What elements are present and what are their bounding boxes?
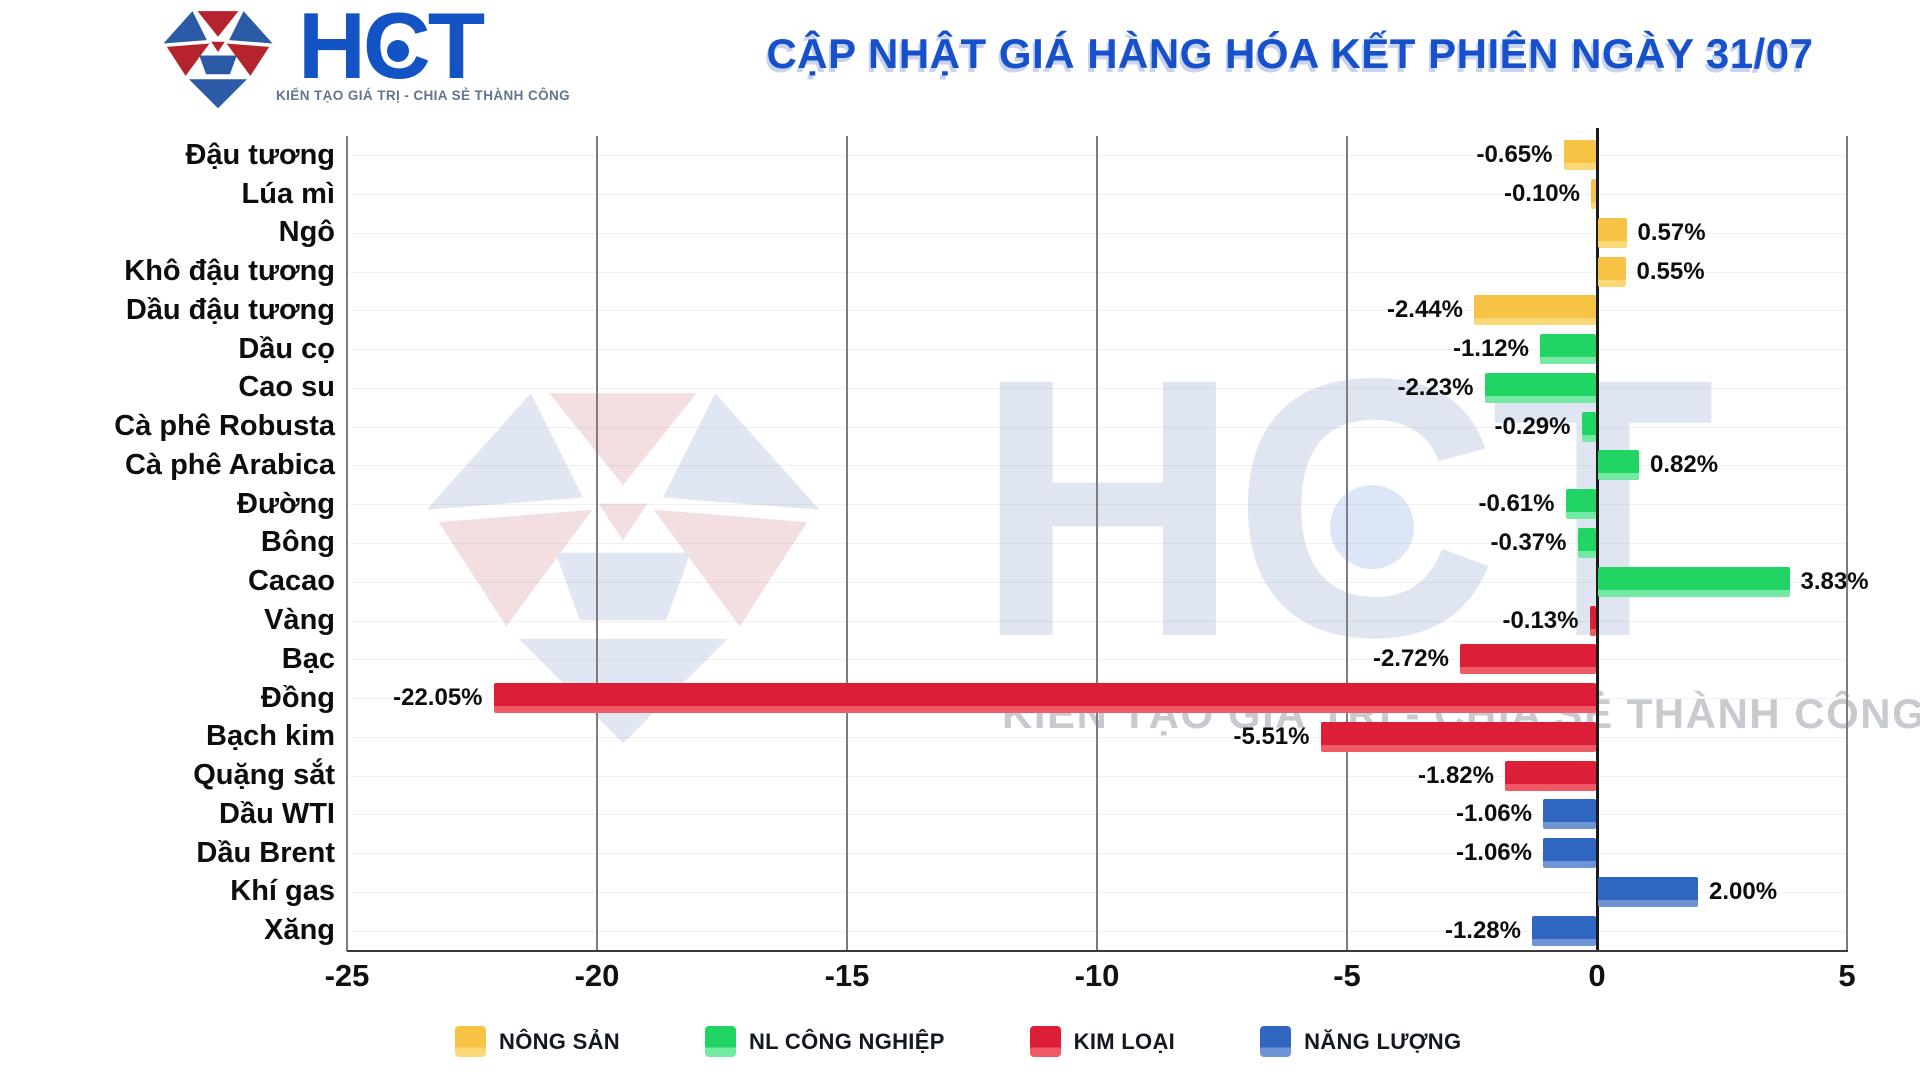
- category-label: Bạc: [281, 643, 335, 675]
- value-label: -1.12%: [1452, 335, 1529, 362]
- value-label: -0.13%: [1502, 607, 1579, 634]
- value-label: -2.72%: [1372, 645, 1449, 672]
- gridline--5: [1346, 136, 1348, 951]
- value-label: 0.57%: [1637, 219, 1706, 246]
- gridline-5: [1846, 136, 1848, 951]
- bar-nong_san: [1591, 179, 1596, 209]
- legend-swatch-kim_loai: [1029, 1026, 1061, 1057]
- bar-kim_loai: [493, 683, 1596, 713]
- gridline--25: [346, 136, 348, 951]
- value-label: -1.06%: [1455, 800, 1532, 827]
- value-label: -2.23%: [1397, 374, 1474, 401]
- value-label: -1.82%: [1417, 762, 1494, 789]
- category-label: Đậu tương: [185, 139, 335, 171]
- bar-kim_loai: [1460, 644, 1596, 674]
- gridline--10: [1096, 136, 1098, 951]
- bar-nang_luong: [1543, 838, 1596, 868]
- bar-nang_luong: [1532, 916, 1596, 946]
- category-label: Đồng: [260, 682, 335, 714]
- category-label: Ngô: [278, 216, 335, 248]
- value-label: -0.10%: [1503, 180, 1580, 207]
- category-label: Bạch kim: [206, 720, 335, 752]
- value-label: 2.00%: [1709, 878, 1778, 905]
- bar-nl_cong_nghiep: [1577, 528, 1596, 558]
- bar-nl_cong_nghiep: [1540, 334, 1596, 364]
- category-label: Cacao: [247, 565, 335, 597]
- value-label: 0.55%: [1636, 258, 1705, 285]
- bar-nang_luong: [1598, 877, 1698, 907]
- x-tick-label: 0: [1588, 958, 1606, 993]
- category-label: Dầu Brent: [196, 837, 335, 869]
- hct-logo-text: HCT: [298, 0, 485, 98]
- category-label: Khô đậu tương: [124, 255, 335, 287]
- category-label: Bông: [260, 526, 335, 558]
- value-label: -2.44%: [1386, 296, 1463, 323]
- value-label: -0.65%: [1476, 141, 1553, 168]
- category-label: Dầu WTI: [219, 798, 335, 830]
- legend-label: KIM LOẠI: [1073, 1028, 1176, 1054]
- legend-label: NĂNG LƯỢNG: [1304, 1028, 1462, 1054]
- category-label: Đường: [237, 488, 335, 520]
- legend-swatch-nang_luong: [1260, 1026, 1292, 1057]
- x-tick-label: -10: [1074, 958, 1120, 993]
- value-label: 0.82%: [1650, 451, 1719, 478]
- value-label: 3.83%: [1800, 568, 1869, 595]
- legend-swatch-nong_san: [455, 1026, 486, 1057]
- bar-nong_san: [1474, 295, 1596, 325]
- bar-nl_cong_nghiep: [1484, 373, 1596, 403]
- x-tick-label: -20: [574, 958, 620, 993]
- category-label: Dầu cọ: [238, 333, 335, 365]
- bar-nong_san: [1563, 140, 1596, 170]
- category-label: Xăng: [264, 914, 335, 946]
- value-label: -22.05%: [393, 684, 483, 711]
- x-axis-line: [347, 950, 1848, 952]
- category-label: Quặng sắt: [193, 759, 335, 791]
- category-label: Cao su: [238, 371, 335, 403]
- bar-nl_cong_nghiep: [1565, 489, 1596, 519]
- category-label: Khí gas: [230, 875, 335, 907]
- category-label: Vàng: [264, 604, 335, 636]
- x-tick-label: -5: [1333, 958, 1361, 993]
- bar-nl_cong_nghiep: [1581, 412, 1596, 442]
- zero-axis-line: [1596, 128, 1599, 951]
- value-label: -1.28%: [1444, 917, 1521, 944]
- page-title: CẬP NHẬT GIÁ HÀNG HÓA KẾT PHIÊN NGÀY 31/…: [766, 30, 1814, 77]
- legend-label: NL CÔNG NGHIỆP: [748, 1028, 945, 1054]
- bar-kim_loai: [1505, 761, 1596, 791]
- bar-nong_san: [1598, 218, 1627, 248]
- value-label: -1.06%: [1455, 839, 1532, 866]
- value-label: -0.61%: [1478, 490, 1555, 517]
- x-tick-label: 5: [1838, 958, 1856, 993]
- category-label: Lúa mì: [241, 178, 335, 210]
- legend-label: NÔNG SẢN: [499, 1028, 620, 1054]
- bar-nl_cong_nghiep: [1598, 567, 1790, 597]
- bar-nong_san: [1598, 257, 1626, 287]
- bar-kim_loai: [1320, 722, 1596, 752]
- legend-item-nong_san: NÔNG SẢN: [455, 1026, 620, 1057]
- logo-c-dot: [386, 40, 409, 62]
- x-tick-label: -15: [824, 958, 870, 993]
- value-label: -0.37%: [1490, 529, 1567, 556]
- gridline--15: [846, 136, 848, 951]
- logo-tagline: KIẾN TẠO GIÁ TRỊ - CHIA SẺ THÀNH CÔNG: [276, 88, 571, 103]
- category-label: Cà phê Arabica: [124, 449, 335, 481]
- value-label: -0.29%: [1494, 413, 1571, 440]
- legend-item-nl_cong_nghiep: NL CÔNG NGHIỆP: [704, 1026, 945, 1057]
- value-label: -5.51%: [1233, 723, 1310, 750]
- bar-nl_cong_nghiep: [1598, 450, 1639, 480]
- x-tick-label: -25: [324, 958, 370, 993]
- chart-legend: NÔNG SẢN NL CÔNG NGHIỆP KIM LOẠI NĂNG LƯỢNG: [455, 1026, 1461, 1057]
- gridline--20: [596, 136, 598, 951]
- legend-item-nang_luong: NĂNG LƯỢNG: [1260, 1026, 1461, 1057]
- legend-swatch-nl_cong_nghiep: [704, 1026, 736, 1057]
- category-label: Cà phê Robusta: [114, 410, 335, 442]
- bar-kim_loai: [1589, 606, 1596, 636]
- bar-nang_luong: [1543, 799, 1596, 829]
- category-label: Dầu đậu tương: [125, 294, 335, 326]
- hct-gem-logo-icon: [163, 11, 273, 109]
- legend-item-kim_loai: KIM LOẠI: [1029, 1026, 1176, 1057]
